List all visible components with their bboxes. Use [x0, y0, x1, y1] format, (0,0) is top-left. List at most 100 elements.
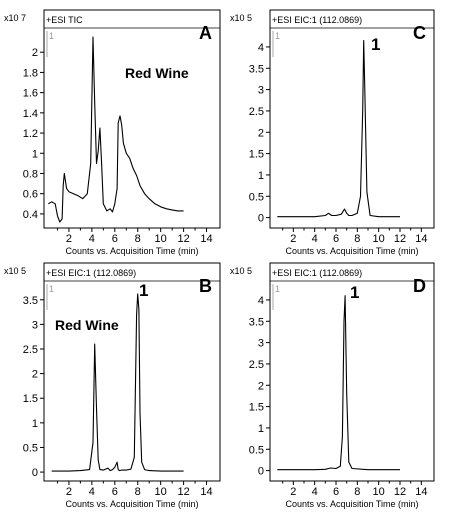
plot-frame	[269, 9, 435, 229]
x-tick-label: 12	[177, 486, 189, 498]
y-tick-label: 4	[258, 295, 264, 307]
y-tick-label: 0.5	[249, 444, 264, 456]
y-tick-label: 2.5	[249, 106, 264, 118]
y-tick-label: 3.5	[249, 63, 264, 75]
trace-header: +ESI EIC:1 (112.0869)	[46, 268, 136, 278]
x-tick-label: 8	[135, 486, 141, 498]
marker-one-label: 1	[275, 284, 280, 294]
y-tick-label: 1	[258, 423, 264, 435]
peak-label: 1	[139, 281, 148, 300]
y-tick-label: 3	[258, 85, 264, 97]
plot-frame	[269, 262, 435, 482]
panel-letter: B	[199, 276, 212, 296]
y-tick-label: 1.8	[23, 67, 38, 79]
x-tick-label: 4	[89, 233, 95, 245]
y-tick-label: 1	[258, 170, 264, 182]
chromatogram-trace	[277, 295, 400, 471]
x-tick-label: 2	[66, 233, 72, 245]
y-tick-label: 3.5	[23, 295, 38, 307]
y-tick-label: 3	[32, 319, 38, 331]
x-axis-label: Counts vs. Acquisition Time (min)	[285, 499, 418, 509]
trace-header: +ESI TIC	[46, 15, 83, 25]
chromatogram-trace	[48, 36, 184, 223]
marker-one-label: 1	[275, 31, 280, 41]
chart-panel-d: 1+ESI EIC:1 (112.0869)x10 5D100.511.522.…	[230, 262, 435, 509]
y-scale-multiplier: x10 5	[230, 266, 252, 276]
y-tick-label: 2.5	[249, 359, 264, 371]
x-tick-label: 10	[155, 486, 167, 498]
y-scale-multiplier: x10 5	[4, 266, 26, 276]
x-tick-label: 10	[155, 233, 167, 245]
x-tick-label: 6	[333, 486, 339, 498]
y-tick-label: 1	[32, 418, 38, 430]
x-tick-label: 14	[200, 233, 212, 245]
chromatogram-trace	[277, 39, 400, 218]
x-tick-label: 2	[66, 486, 72, 498]
y-tick-label: 0	[32, 467, 38, 479]
y-tick-label: 0.6	[23, 189, 38, 201]
x-tick-label: 14	[200, 486, 212, 498]
x-tick-label: 2	[290, 233, 296, 245]
x-tick-label: 4	[312, 233, 318, 245]
plot-frame	[43, 262, 221, 482]
y-scale-multiplier: x10 5	[230, 13, 252, 23]
y-tick-label: 2	[32, 369, 38, 381]
plot-frame	[43, 9, 221, 229]
marker-one-label: 1	[49, 31, 54, 41]
y-tick-label: 1.6	[23, 88, 38, 100]
x-tick-label: 12	[394, 486, 406, 498]
y-tick-label: 0.8	[23, 168, 38, 180]
y-tick-label: 3.5	[249, 316, 264, 328]
y-tick-label: 3	[258, 338, 264, 350]
x-tick-label: 6	[112, 233, 118, 245]
trace-header: +ESI EIC:1 (112.0869)	[272, 268, 362, 278]
y-tick-label: 0.4	[23, 209, 38, 221]
x-tick-label: 8	[354, 486, 360, 498]
x-axis-label: Counts vs. Acquisition Time (min)	[65, 499, 198, 509]
y-tick-label: 1.5	[23, 393, 38, 405]
y-tick-label: 2.5	[23, 344, 38, 356]
x-tick-label: 8	[354, 233, 360, 245]
x-tick-label: 6	[112, 486, 118, 498]
x-tick-label: 6	[333, 233, 339, 245]
peak-label: 1	[371, 35, 380, 54]
x-axis-label: Counts vs. Acquisition Time (min)	[65, 246, 198, 256]
x-tick-label: 14	[415, 233, 427, 245]
y-scale-multiplier: x10 7	[4, 13, 26, 23]
y-tick-label: 2	[258, 380, 264, 392]
y-tick-label: 0	[258, 213, 264, 225]
y-tick-label: 4	[258, 42, 264, 54]
panel-letter: D	[413, 276, 426, 296]
x-axis-label: Counts vs. Acquisition Time (min)	[285, 246, 418, 256]
y-tick-label: 0.5	[23, 442, 38, 454]
y-tick-label: 2	[32, 47, 38, 59]
x-tick-label: 10	[373, 233, 385, 245]
sample-annotation: Red Wine	[125, 65, 189, 81]
marker-one-label: 1	[49, 284, 54, 294]
x-tick-label: 12	[177, 233, 189, 245]
x-tick-label: 12	[394, 233, 406, 245]
y-tick-label: 1	[32, 148, 38, 160]
chart-panel-a: 1 +ESI TIC x10 7 A Red Wine 0.4 0.6 0.8 1 1.2 1.4 1…	[4, 9, 221, 256]
y-tick-label: 1.5	[249, 149, 264, 161]
x-tick-label: 2	[290, 486, 296, 498]
panel-letter: C	[413, 23, 426, 43]
sample-annotation: Red Wine	[55, 317, 119, 333]
y-tick-label: 1.4	[23, 108, 38, 120]
y-tick-label: 1.5	[249, 402, 264, 414]
y-tick-label: 1.2	[23, 128, 38, 140]
y-tick-label: 0	[258, 466, 264, 478]
trace-header: +ESI EIC:1 (112.0869)	[272, 15, 362, 25]
x-tick-label: 4	[89, 486, 95, 498]
peak-label: 1	[350, 283, 359, 302]
chromatogram-trace	[51, 293, 184, 472]
chart-panel-c: 1+ESI EIC:1 (112.0869)x10 5C100.511.522.…	[230, 9, 435, 256]
x-tick-label: 8	[135, 233, 141, 245]
y-tick-label: 2	[258, 127, 264, 139]
y-tick-label: 0.5	[249, 191, 264, 203]
panel-letter: A	[199, 23, 212, 43]
x-tick-label: 10	[373, 486, 385, 498]
x-tick-label: 4	[312, 486, 318, 498]
